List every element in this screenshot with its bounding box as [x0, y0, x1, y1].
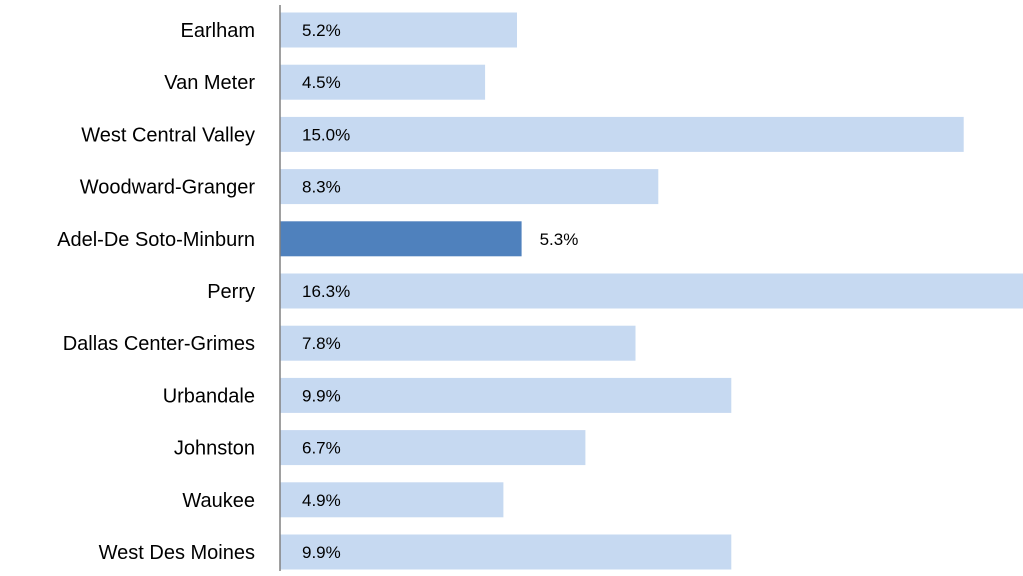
bar-johnston [280, 430, 586, 466]
bar-woodward-granger [280, 169, 659, 205]
category-label-woodward-granger: Woodward-Granger [80, 177, 256, 199]
category-label-johnston: Johnston [174, 438, 255, 460]
value-label-west-central-valley: 15.0% [302, 125, 350, 144]
bar-adel-de-soto-minburn [280, 221, 522, 257]
category-label-west-central-valley: West Central Valley [81, 124, 255, 146]
bar-west-central-valley [280, 116, 964, 152]
category-label-van-meter: Van Meter [164, 72, 255, 94]
bar-west-des-moines [280, 534, 732, 570]
value-label-woodward-granger: 8.3% [302, 178, 341, 197]
bar-urbandale [280, 377, 732, 413]
bar-dallas-center-grimes [280, 325, 636, 361]
value-label-urbandale: 9.9% [302, 386, 341, 405]
category-label-waukee: Waukee [182, 490, 255, 512]
value-label-earlham: 5.2% [302, 21, 341, 40]
category-label-perry: Perry [207, 281, 255, 303]
value-label-dallas-center-grimes: 7.8% [302, 334, 341, 353]
bar-van-meter [280, 64, 486, 100]
category-label-adel-de-soto-minburn: Adel-De Soto-Minburn [57, 229, 255, 251]
value-label-perry: 16.3% [302, 282, 350, 301]
value-label-waukee: 4.9% [302, 491, 341, 510]
value-label-west-des-moines: 9.9% [302, 543, 341, 562]
bar-waukee [280, 482, 504, 518]
value-labels: 5.2% 4.5% 15.0% 8.3% 5.3% 16.3% 7.8% 9.9% 6.7% 4.… [302, 21, 578, 562]
bar-perry [280, 273, 1023, 309]
bars-layer [280, 12, 1023, 570]
category-label-west-des-moines: West Des Moines [99, 542, 255, 564]
value-label-johnston: 6.7% [302, 439, 341, 458]
value-label-adel-de-soto-minburn: 5.3% [540, 230, 579, 249]
category-label-dallas-center-grimes: Dallas Center-Grimes [63, 333, 255, 355]
category-labels: Earlham Van Meter West Central Valley Woodw… [57, 20, 255, 564]
category-label-urbandale: Urbandale [163, 385, 255, 407]
bar-earlham [280, 12, 517, 48]
category-label-earlham: Earlham [181, 20, 255, 42]
value-label-van-meter: 4.5% [302, 73, 341, 92]
